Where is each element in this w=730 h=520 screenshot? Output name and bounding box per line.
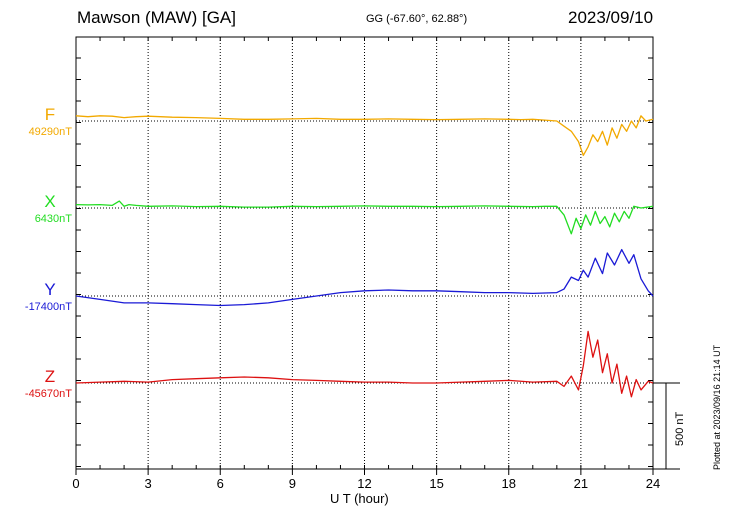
component-baseline-x: 6430nT bbox=[34, 213, 72, 225]
component-name-x: X bbox=[44, 192, 56, 211]
series-line-x bbox=[75, 200, 654, 235]
date-label: 2023/09/10 bbox=[568, 8, 654, 27]
component-name-z: Z bbox=[44, 367, 56, 386]
series-line-z bbox=[75, 330, 654, 398]
component-name-f: F bbox=[44, 105, 56, 124]
x-tick-label: 18 bbox=[502, 476, 516, 491]
component-baseline-f: 49290nT bbox=[28, 126, 72, 138]
component-name-y: Y bbox=[44, 280, 56, 299]
x-tick-label: 9 bbox=[289, 476, 296, 491]
x-tick-label: 24 bbox=[646, 476, 660, 491]
component-baseline-y: -17400nT bbox=[24, 301, 72, 313]
x-tick-label: 15 bbox=[429, 476, 443, 491]
coordinates-label: GG (-67.60°, 62.88°) bbox=[366, 13, 468, 25]
x-tick-label: 21 bbox=[574, 476, 588, 491]
series-line-y bbox=[75, 248, 654, 307]
x-axis-title: U T (hour) bbox=[330, 491, 389, 506]
x-tick-label: 12 bbox=[357, 476, 371, 491]
x-tick-label: 0 bbox=[72, 476, 79, 491]
x-tick-label: 3 bbox=[145, 476, 152, 491]
station-title: Mawson (MAW) [GA] bbox=[77, 8, 236, 27]
series-line-f bbox=[75, 115, 654, 157]
component-baseline-z: -45670nT bbox=[24, 388, 72, 400]
x-tick-label: 6 bbox=[217, 476, 224, 491]
scale-bar-label: 500 nT bbox=[674, 411, 686, 446]
plotted-timestamp: Plotted at 2023/09/16 21:14 UT bbox=[712, 344, 722, 470]
